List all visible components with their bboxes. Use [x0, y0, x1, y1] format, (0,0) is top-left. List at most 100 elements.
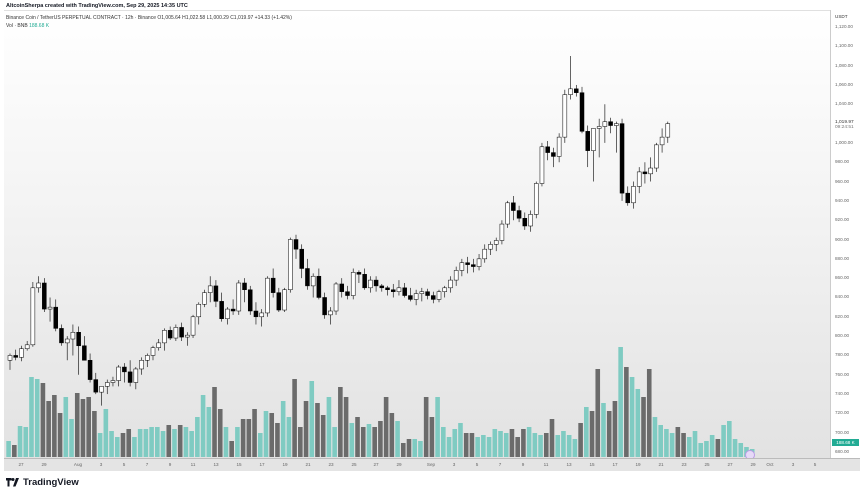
volume-bar: [212, 387, 217, 457]
candle: [156, 339, 161, 351]
time-tick: 5: [475, 462, 479, 467]
candle: [385, 285, 390, 296]
time-tick: 11: [543, 462, 549, 467]
candle: [596, 118, 602, 158]
volume-bar: [240, 419, 246, 457]
candle: [196, 302, 202, 325]
price-tick: 740.00: [835, 391, 850, 397]
time-tick: 9: [521, 462, 525, 467]
volume-bar: [34, 379, 40, 457]
symbol-line[interactable]: Binance Coin / TetherUS PERPETUAL CONTRA…: [6, 15, 292, 21]
candle: [127, 360, 133, 387]
volume-bar: [372, 427, 377, 457]
volume-bar: [446, 437, 452, 457]
candle: [145, 353, 150, 368]
candle: [556, 133, 562, 163]
volume-bar: [486, 437, 492, 457]
volume-bar: [503, 433, 509, 457]
time-tick: 17: [612, 462, 618, 467]
time-tick: 15: [589, 462, 595, 467]
candle: [47, 297, 53, 322]
time-tick: 3: [99, 462, 103, 467]
candle: [562, 89, 568, 143]
volume-bar: [681, 433, 686, 457]
volume-bar: [252, 409, 257, 457]
candle: [110, 376, 116, 387]
candle: [396, 280, 402, 296]
candle: [82, 336, 87, 361]
candle: [93, 372, 99, 395]
time-tick: 7: [145, 462, 149, 467]
volume-bar: [23, 427, 29, 457]
volume-bar: [532, 433, 538, 457]
price-axis[interactable]: USDT 1,019.97 09:24:51 188.68 K 1,120.00…: [830, 10, 860, 458]
volume-bar: [561, 431, 566, 457]
time-tick: 25: [704, 462, 710, 467]
candle: [173, 324, 179, 341]
volume-bar: [46, 401, 51, 457]
volume-bar: [646, 369, 652, 457]
volume-bar: [618, 347, 623, 457]
volume-bar: [40, 383, 46, 457]
volume-bar: [378, 421, 383, 457]
candle: [190, 314, 196, 339]
volume-legend[interactable]: Vol · BNB 188.68 K: [6, 23, 50, 29]
volume-bar: [292, 379, 297, 457]
currency-label: USDT: [835, 14, 848, 19]
candle: [162, 328, 167, 351]
candle: [511, 196, 516, 221]
candle: [322, 292, 327, 319]
volume-bar: [669, 433, 675, 457]
price-tick: 720.00: [835, 410, 850, 416]
chart-legend: Binance Coin / TetherUS PERPETUAL CONTRA…: [6, 14, 292, 30]
candle: [425, 288, 430, 300]
candlestick-plot[interactable]: [4, 10, 830, 458]
volume-bar: [686, 437, 692, 457]
volume-bar: [246, 419, 252, 457]
candle: [568, 55, 573, 100]
candle: [139, 357, 144, 375]
price-tick: 1,100.00: [835, 43, 853, 49]
volume-bar: [612, 401, 618, 457]
time-tick: 3: [791, 462, 795, 467]
volume-bar: [463, 433, 469, 457]
tradingview-logo-icon: [6, 478, 19, 487]
volume-bar: [418, 441, 423, 457]
time-tick: 15: [236, 462, 242, 467]
volume-bar: [675, 427, 681, 457]
chart-area[interactable]: [4, 10, 830, 459]
candle: [150, 345, 156, 361]
candle: [202, 289, 207, 308]
volume-bar: [652, 417, 658, 457]
volume-bar: [704, 441, 709, 457]
candle: [259, 309, 264, 327]
volume-bar: [12, 445, 17, 457]
volume-bar: [566, 435, 572, 457]
time-tick: 9: [168, 462, 172, 467]
volume-bar: [584, 407, 589, 457]
candle: [419, 287, 425, 302]
time-tick: Aug: [73, 462, 83, 467]
time-axis[interactable]: 27 29 Aug 3 5 7 9 11 13 15 17 19 21 23 25 27 29 Sep 3 5 7 9 11…: [4, 458, 860, 471]
candle: [551, 147, 556, 168]
time-tick: Sep: [426, 462, 436, 467]
volume-bar: [29, 377, 34, 457]
price-tick: 900.00: [835, 236, 850, 242]
candle: [19, 345, 24, 362]
candle: [373, 276, 379, 292]
candle: [379, 283, 385, 292]
candle: [116, 365, 121, 387]
volume-bar: [664, 429, 669, 457]
candle: [230, 299, 236, 315]
volume-bar: [132, 437, 137, 457]
candle: [64, 336, 70, 361]
volume-bar: [309, 381, 315, 457]
volume-bar: [400, 443, 406, 457]
candle: [539, 142, 545, 187]
candle: [345, 285, 350, 300]
volume-bar: [589, 411, 595, 457]
volume-bar: [549, 419, 555, 457]
candle: [333, 282, 339, 315]
volume-bar: [343, 397, 349, 457]
volume-bar: [166, 425, 172, 457]
